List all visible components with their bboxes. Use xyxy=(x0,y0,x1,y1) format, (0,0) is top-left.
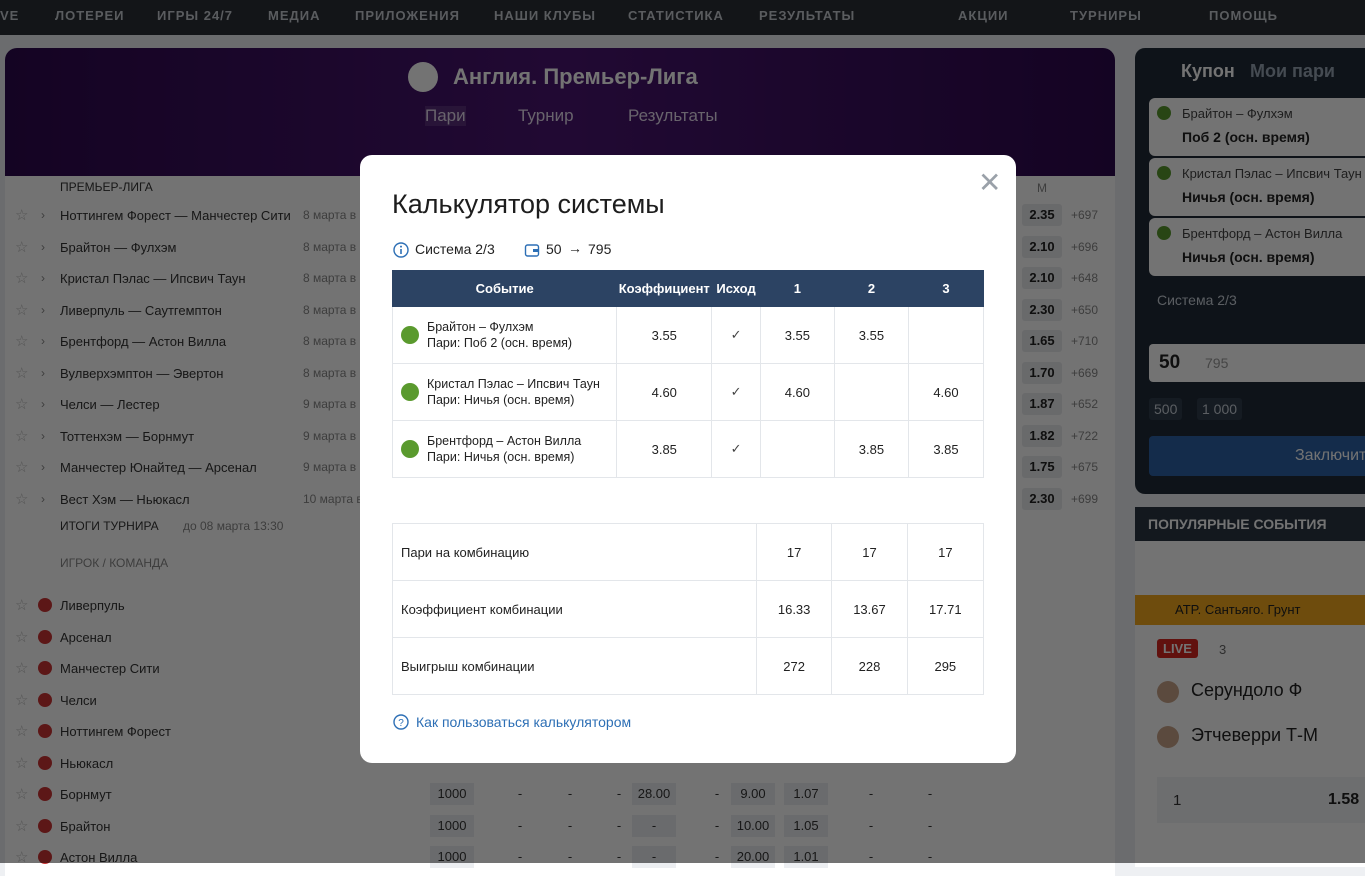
event-cell: Кристал Пэлас – Ипсвич Таун Пари: Ничья (… xyxy=(391,363,618,421)
summary-row: Коэффициент комбинации 16.33 13.67 17.71 xyxy=(392,580,985,638)
event-odd: 4.60 xyxy=(616,363,713,421)
header-row: Событие Коэффициент Исход 1 2 3 xyxy=(391,270,985,307)
summary-row: Пари на комбинацию 17 17 17 xyxy=(392,523,985,581)
summary-label: Пари на комбинацию xyxy=(392,523,757,581)
event-text: Кристал Пэлас – Ипсвич Таун Пари: Ничья (… xyxy=(427,376,600,408)
event-name: Кристал Пэлас – Ипсвич Таун xyxy=(427,377,600,391)
check: ✓ xyxy=(711,306,761,364)
summary-value: 17.71 xyxy=(906,580,985,638)
event-pick: Пари: Ничья (осн. время) xyxy=(427,450,575,464)
event-cell: Брайтон – Фулхэм Пари: Поб 2 (осн. время) xyxy=(391,306,618,364)
event-name: Брентфорд – Астон Вилла xyxy=(427,434,582,448)
close-button[interactable]: ✕ xyxy=(978,167,1002,198)
summary-value: 16.33 xyxy=(755,580,833,638)
event-wrap: Брентфорд – Астон Вилла Пари: Ничья (осн.… xyxy=(401,433,616,465)
modal-title: Калькулятор системы xyxy=(392,189,665,219)
event-odd: 3.55 xyxy=(616,306,713,364)
event-row: Брентфорд – Астон Вилла Пари: Ничья (осн.… xyxy=(391,420,985,478)
combo-odd xyxy=(907,306,985,364)
event-pick: Пари: Поб 2 (осн. время) xyxy=(427,336,573,350)
event-odd: 3.85 xyxy=(616,420,713,478)
summary-value: 295 xyxy=(906,637,985,695)
summary-label: Коэффициент комбинации xyxy=(392,580,757,638)
event-text: Брентфорд – Астон Вилла Пари: Ничья (осн.… xyxy=(427,433,581,465)
event-pick: Пари: Ничья (осн. время) xyxy=(427,393,575,407)
event-wrap: Кристал Пэлас – Ипсвич Таун Пари: Ничья (… xyxy=(401,376,616,408)
summary-value: 228 xyxy=(831,637,908,695)
header-cell: 2 xyxy=(833,270,909,307)
system-label: Система 2/3 xyxy=(415,241,495,257)
arrow: → xyxy=(568,240,582,256)
help-icon: ? xyxy=(393,714,409,730)
summary-value: 17 xyxy=(755,523,833,581)
summary-value: 272 xyxy=(755,637,833,695)
header-cell: Событие xyxy=(391,270,618,307)
summary-table: Пари на комбинацию 17 17 17 Коэффициент комб… xyxy=(392,523,985,695)
combo-odd: 4.60 xyxy=(907,363,985,421)
ball-icon xyxy=(401,440,419,458)
summary-row: Выигрыш комбинации 272 228 295 xyxy=(392,637,985,695)
summary-value: 17 xyxy=(831,523,908,581)
header-cell: Исход xyxy=(711,270,761,307)
combo-odd xyxy=(759,420,835,478)
header-cell: Коэффициент xyxy=(616,270,713,307)
event-row: Кристал Пэлас – Ипсвич Таун Пари: Ничья (… xyxy=(391,363,985,421)
event-text: Брайтон – Фулхэм Пари: Поб 2 (осн. время) xyxy=(427,319,572,351)
event-cell: Брентфорд – Астон Вилла Пари: Ничья (осн.… xyxy=(391,420,618,478)
summary-label: Выигрыш комбинации xyxy=(392,637,757,695)
combo-odd: 4.60 xyxy=(759,363,835,421)
ball-icon xyxy=(401,383,419,401)
header-cell: 1 xyxy=(759,270,835,307)
combo-odd: 3.55 xyxy=(759,306,835,364)
modal: ✕ Калькулятор системы Система 2/3 50 → 7… xyxy=(360,155,1016,763)
stake: 50 xyxy=(546,241,562,257)
combo-odd: 3.85 xyxy=(833,420,909,478)
ball-icon xyxy=(401,326,419,344)
summary-value: 17 xyxy=(906,523,985,581)
combo-odd xyxy=(833,363,909,421)
event-name: Брайтон – Фулхэм xyxy=(427,320,534,334)
payout: 795 xyxy=(588,241,612,257)
events-table: Событие Коэффициент Исход 1 2 3 Брайтон – Фулх… xyxy=(391,270,985,478)
check: ✓ xyxy=(711,363,761,421)
combo-odd: 3.85 xyxy=(907,420,985,478)
combo-odd: 3.55 xyxy=(833,306,909,364)
check: ✓ xyxy=(711,420,761,478)
wallet-icon xyxy=(524,244,540,257)
svg-text:?: ? xyxy=(398,718,404,729)
help-link[interactable]: Как пользоваться калькулятором xyxy=(416,714,632,730)
info-icon xyxy=(393,242,409,258)
summary-value: 13.67 xyxy=(831,580,908,638)
event-row: Брайтон – Фулхэм Пари: Поб 2 (осн. время)… xyxy=(391,306,985,364)
event-wrap: Брайтон – Фулхэм Пари: Поб 2 (осн. время) xyxy=(401,319,616,351)
header-cell: 3 xyxy=(907,270,985,307)
